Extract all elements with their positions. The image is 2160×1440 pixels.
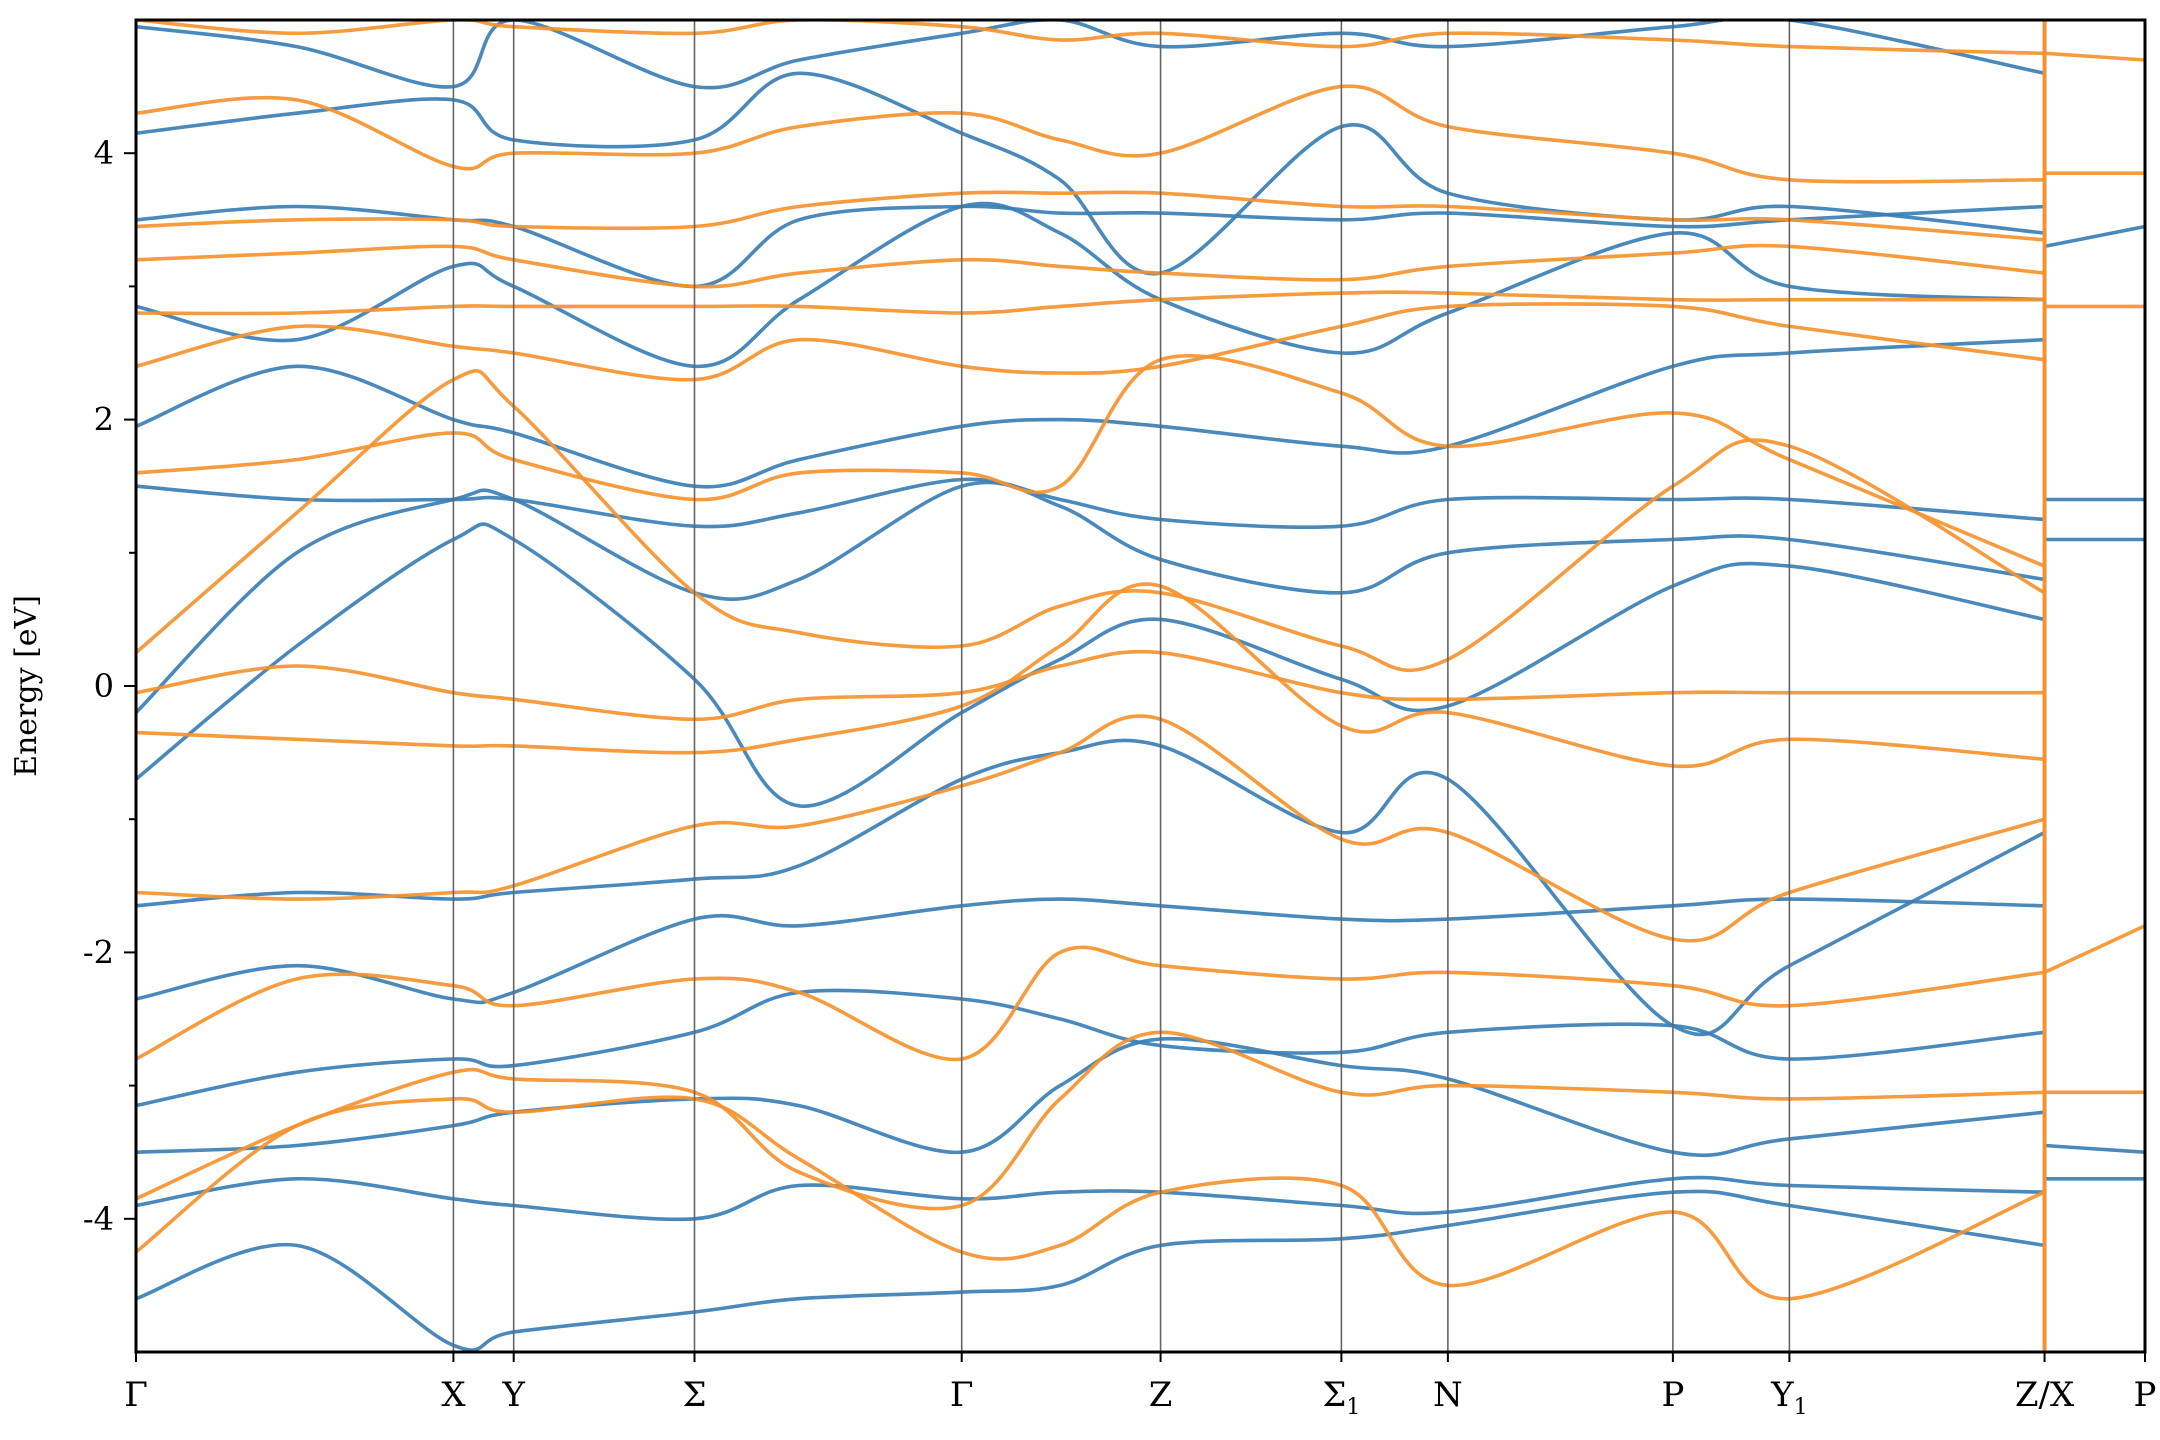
band-line (136, 945, 2045, 1062)
x-tick-label: Σ (682, 1375, 706, 1415)
x-tick-label: Σ1 (1322, 1375, 1360, 1420)
x-tick-label: Γ (124, 1375, 148, 1415)
x-tick-label: Z/X (2015, 1375, 2075, 1415)
x-tick-label: Y1 (1770, 1375, 1807, 1420)
band-line (136, 582, 2045, 769)
band-line (136, 649, 2045, 722)
band-line (136, 354, 2046, 568)
x-tick-label: N (1433, 1375, 1463, 1415)
band-line (136, 714, 2045, 943)
band-line (136, 290, 2045, 316)
band-line (2044, 1143, 2145, 1154)
band-line (136, 477, 2045, 529)
y-tick-label: 0 (94, 667, 114, 705)
x-tick-label: X (441, 1375, 466, 1415)
band-line (136, 302, 2045, 382)
band-line (2043, 924, 2145, 975)
y-axis-ticks: -4 -2 0 2 4 (83, 134, 136, 1238)
x-tick-label: P (2134, 1375, 2157, 1415)
band-line (2044, 51, 2145, 62)
x-tick-label: Z (1149, 1375, 1173, 1415)
x-tick-label: Y (501, 1375, 525, 1415)
band-line (136, 1030, 2045, 1211)
bands-layer (136, 20, 2145, 1352)
band-line (136, 1095, 2046, 1301)
band-line (2044, 224, 2145, 249)
y-tick-label: -2 (83, 933, 114, 971)
band-line (136, 988, 2045, 1108)
y-tick-label: -4 (83, 1200, 114, 1238)
x-tick-label: Γ (950, 1375, 974, 1415)
x-tick-label: P (1661, 1375, 1684, 1415)
band-line (136, 243, 2045, 289)
kpoint-vertical-lines (452, 20, 2047, 1352)
y-tick-label: 2 (94, 401, 114, 439)
band-line (136, 20, 2045, 90)
y-axis-label: Energy [eV] (9, 595, 44, 777)
band-line (136, 71, 2045, 276)
band-line (136, 337, 2045, 489)
y-tick-label: 4 (94, 134, 114, 172)
band-line (136, 522, 2045, 808)
x-axis-ticks: Γ X Y Σ Γ Z Σ1 N P Y1 Z/X P (124, 1352, 2156, 1420)
band-line (136, 1189, 2045, 1352)
band-line (136, 20, 2045, 56)
